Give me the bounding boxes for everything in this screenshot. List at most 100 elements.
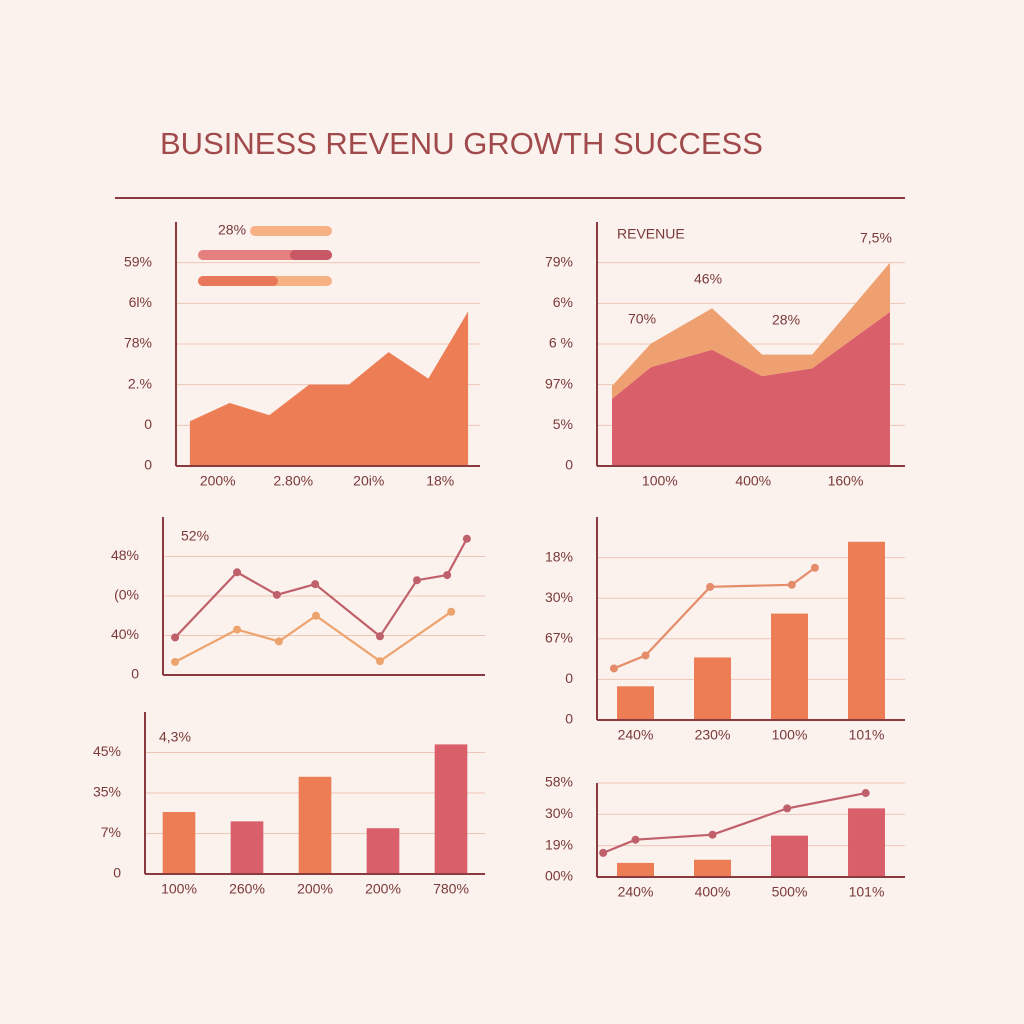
annotation: 7,5% — [860, 230, 892, 246]
title: BUSINESS REVENU GROWTH SUCCESS — [160, 126, 763, 161]
point — [171, 633, 180, 642]
y-tick-label: 0 — [565, 457, 573, 473]
y-tick-label: 0 — [144, 416, 152, 432]
area — [612, 262, 890, 399]
point — [706, 582, 715, 591]
bar — [230, 821, 264, 874]
point — [272, 590, 281, 599]
y-tick-label: 0 — [131, 666, 139, 682]
x-tick-label: 101% — [849, 727, 885, 743]
x-tick-label: 200% — [200, 473, 236, 489]
x-tick-label: 101% — [849, 884, 885, 900]
y-tick-label: 40% — [111, 626, 139, 642]
y-tick-label: 2.% — [128, 375, 152, 391]
y-tick-label: 0 — [113, 865, 121, 881]
bar — [366, 828, 400, 874]
annotation: 28% — [772, 312, 800, 328]
line — [174, 610, 452, 663]
bar — [848, 541, 885, 720]
x-tick-label: 2.80% — [273, 473, 313, 489]
y-tick-label: 6% — [553, 294, 573, 310]
area — [612, 311, 890, 466]
bar — [162, 812, 196, 874]
y-tick-label: (0% — [114, 587, 139, 603]
bar — [771, 835, 808, 877]
x-tick-label: 200% — [365, 881, 401, 897]
bar — [617, 686, 654, 720]
y-tick-label: 97% — [545, 375, 573, 391]
y-tick-label: 0 — [565, 670, 573, 686]
annotation: 4,3% — [159, 729, 191, 745]
y-tick-label: 19% — [545, 836, 573, 852]
x-tick-label: 240% — [618, 727, 654, 743]
legend-swatch — [250, 226, 332, 236]
x-tick-label: 100% — [772, 727, 808, 743]
x-tick-label: 18% — [426, 473, 454, 489]
annotation: 28% — [218, 222, 246, 238]
point — [274, 637, 283, 646]
y-tick-label: 0 — [144, 457, 152, 473]
point — [810, 563, 819, 572]
x-tick-label: 100% — [642, 473, 678, 489]
point — [412, 576, 421, 585]
y-tick-label: 30% — [545, 589, 573, 605]
x-tick-label: 500% — [772, 884, 808, 900]
point — [462, 534, 471, 543]
x-tick-label: 100% — [161, 881, 197, 897]
y-tick-label: 7% — [101, 824, 121, 840]
x-tick-label: 20i% — [353, 473, 384, 489]
point — [171, 657, 180, 666]
x-tick-label: 400% — [695, 884, 731, 900]
annotation: REVENUE — [617, 226, 685, 242]
y-tick-label: 18% — [545, 548, 573, 564]
annotation: 46% — [694, 271, 722, 287]
y-tick-label: 48% — [111, 547, 139, 563]
bar — [617, 862, 654, 877]
y-tick-label: 58% — [545, 774, 573, 790]
x-tick-label: 260% — [229, 881, 265, 897]
y-tick-label: 35% — [93, 784, 121, 800]
y-tick-label: 45% — [93, 743, 121, 759]
line — [174, 538, 468, 639]
bar — [771, 613, 808, 720]
y-tick-label: 6 % — [549, 335, 573, 351]
point — [708, 830, 717, 839]
x-tick-label: 200% — [297, 881, 333, 897]
y-tick-label: 00% — [545, 868, 573, 884]
point — [631, 835, 640, 844]
y-tick-label: 6l% — [129, 294, 152, 310]
bar — [694, 859, 731, 877]
legend-swatch — [198, 276, 278, 286]
annotation: 70% — [628, 311, 656, 327]
y-tick-label: 0 — [565, 711, 573, 727]
annotation: 52% — [181, 528, 209, 544]
x-tick-label: 780% — [433, 881, 469, 897]
y-tick-label: 79% — [545, 253, 573, 269]
y-tick-label: 30% — [545, 805, 573, 821]
point — [609, 664, 618, 673]
x-tick-label: 160% — [828, 473, 864, 489]
y-tick-label: 78% — [124, 335, 152, 351]
legend-swatch — [290, 250, 332, 260]
y-tick-label: 67% — [545, 630, 573, 646]
x-tick-label: 400% — [735, 473, 771, 489]
y-tick-label: 59% — [124, 253, 152, 269]
bar — [434, 744, 468, 874]
bar — [298, 776, 332, 874]
point — [447, 607, 456, 616]
area — [189, 311, 469, 466]
point — [233, 625, 242, 634]
point — [861, 789, 870, 798]
bar — [694, 657, 731, 720]
point — [599, 848, 608, 857]
x-tick-label: 240% — [618, 884, 654, 900]
y-tick-label: 5% — [553, 416, 573, 432]
point — [233, 568, 242, 577]
point — [641, 651, 650, 660]
point — [311, 611, 320, 620]
bar — [848, 808, 885, 877]
point — [783, 804, 792, 813]
point — [311, 580, 320, 589]
